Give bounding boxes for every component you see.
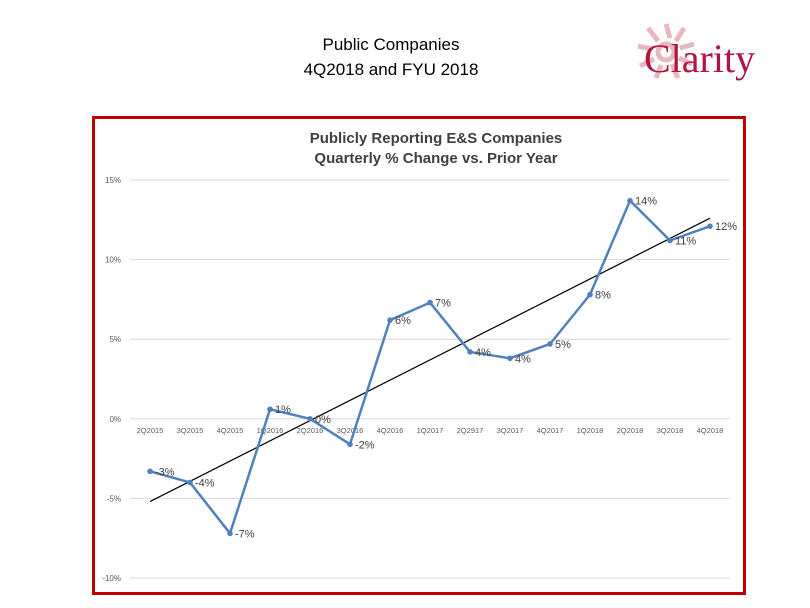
data-label: 11% — [675, 235, 696, 247]
x-tick-label: 1Q2016 — [257, 426, 284, 435]
y-tick-label: 15% — [105, 176, 121, 185]
data-labels: -3% -4% -7% 1% 0% -2% 6% 7% 4% 4% 5% 8% 14% 11% 12% — [155, 196, 737, 541]
x-tick-label: 4Q2016 — [377, 426, 404, 435]
data-label: 7% — [435, 298, 451, 310]
data-label: 6% — [395, 315, 411, 327]
data-point — [707, 223, 713, 229]
data-label: 8% — [595, 290, 611, 302]
x-tick-label: 4Q2018 — [697, 426, 724, 435]
slide-title-line2: 4Q2018 and FYU 2018 — [303, 60, 479, 79]
series-group — [147, 197, 713, 537]
data-point — [427, 299, 433, 306]
data-label: 14% — [635, 196, 657, 208]
trendline — [149, 217, 711, 503]
data-label: -4% — [195, 477, 215, 489]
y-axis-ticks: 15% 10% 5% 0% -5% -10% — [102, 176, 121, 583]
chart-frame — [92, 116, 746, 595]
data-label: 12% — [715, 221, 737, 233]
data-point — [467, 349, 473, 355]
x-tick-label: 4Q2017 — [537, 426, 564, 435]
logo-text: Clarity — [644, 36, 755, 81]
y-tick-label: -10% — [102, 574, 121, 583]
x-tick-label: 2Q2018 — [617, 426, 644, 435]
series-line — [149, 199, 711, 535]
x-tick-label: 4Q2015 — [217, 426, 244, 435]
x-tick-label: 3Q2018 — [657, 426, 684, 435]
data-point — [667, 237, 673, 244]
clarity-logo: Clarity — [637, 23, 755, 81]
data-point — [227, 530, 233, 537]
x-tick-label: 3Q2015 — [177, 426, 204, 435]
data-label: 0% — [315, 414, 331, 426]
data-label: -2% — [355, 439, 375, 451]
data-point — [627, 197, 633, 204]
data-point — [587, 291, 593, 298]
x-tick-label: 2Q2917 — [457, 426, 484, 435]
data-point — [507, 355, 513, 362]
chart-subtitle: Quarterly % Change vs. Prior Year — [314, 150, 557, 167]
x-tick-label: 1Q2018 — [577, 426, 604, 435]
data-point — [267, 406, 273, 413]
data-point — [187, 479, 193, 486]
data-point — [387, 317, 393, 323]
line-chart: Publicly Reporting E&S Companies Quarter… — [102, 130, 737, 583]
slide-title: Public Companies 4Q2018 and FYU 2018 — [0, 32, 782, 82]
data-point — [547, 341, 553, 347]
x-axis-ticks: 2Q2015 3Q2015 4Q2015 1Q2016 2Q2016 3Q2016 4Q20… — [137, 426, 724, 435]
data-label: -3% — [155, 466, 175, 478]
y-tick-label: 5% — [109, 335, 121, 344]
y-tick-label: 10% — [105, 256, 121, 265]
gridlines — [130, 179, 730, 579]
chart-title: Publicly Reporting E&S Companies — [310, 130, 563, 147]
data-point — [347, 441, 353, 448]
y-tick-label: 0% — [109, 415, 121, 424]
y-tick-label: -5% — [107, 494, 121, 503]
data-label: 5% — [555, 339, 571, 351]
data-label: 4% — [515, 353, 531, 365]
data-label: 4% — [475, 347, 491, 359]
data-point — [147, 468, 153, 475]
x-tick-label: 2Q2016 — [297, 426, 324, 435]
data-label: 1% — [275, 404, 291, 416]
data-label: -7% — [235, 528, 255, 540]
x-tick-label: 3Q2017 — [497, 426, 524, 435]
data-point — [307, 416, 313, 422]
slide-title-line1: Public Companies — [322, 35, 460, 54]
x-tick-label: 1Q2017 — [417, 426, 444, 435]
x-tick-label: 2Q2015 — [137, 426, 164, 435]
trendline-group — [149, 217, 711, 503]
x-tick-label: 3Q2016 — [337, 426, 364, 435]
logo-swirl-icon — [637, 23, 695, 79]
